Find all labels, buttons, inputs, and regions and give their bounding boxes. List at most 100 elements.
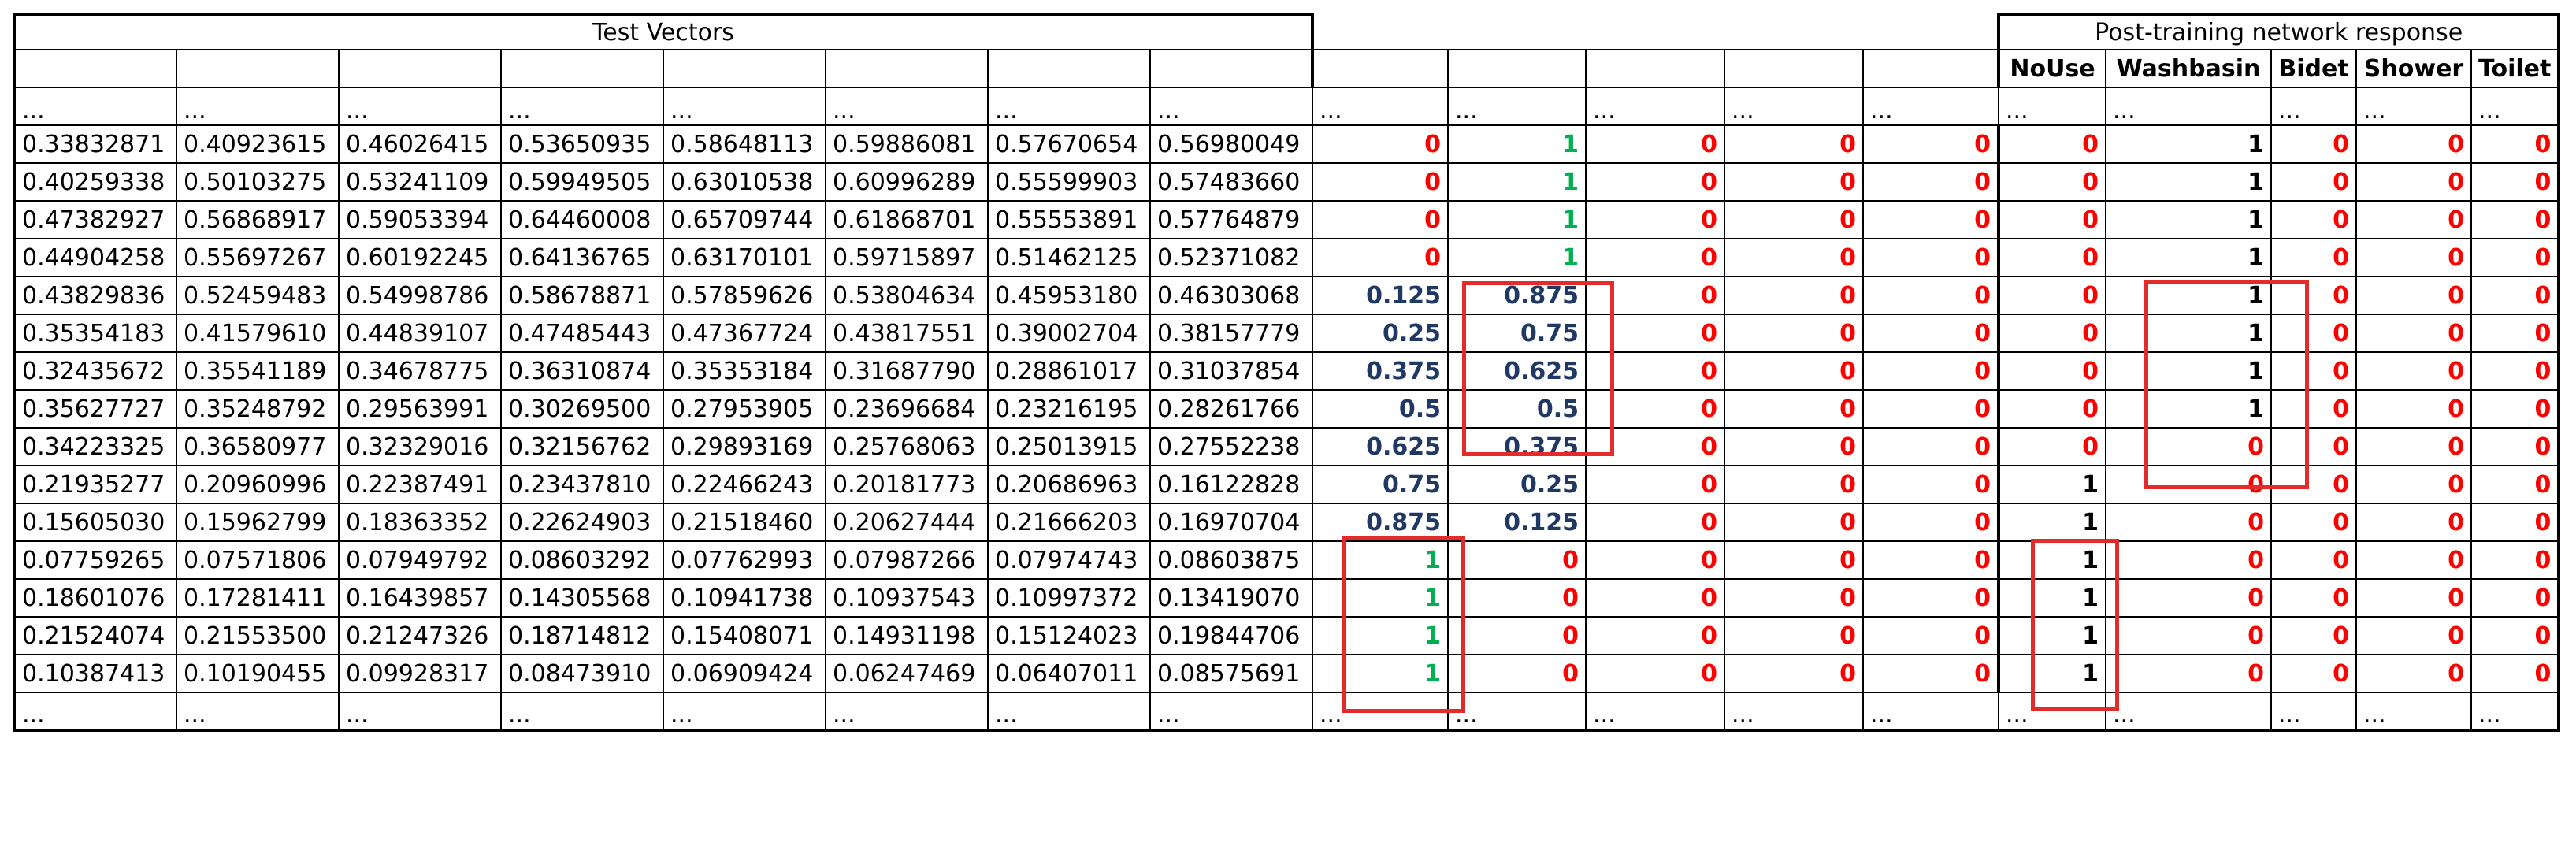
- blank-header-cell: [825, 49, 989, 88]
- response-value: 0: [2270, 540, 2357, 580]
- target-value: 0.75: [1447, 314, 1587, 353]
- vector-value: 0.46303068: [1149, 276, 1313, 315]
- vector-value: 0.41579610: [176, 314, 340, 353]
- response-value: 1: [2105, 238, 2272, 277]
- target-value: 1: [1312, 578, 1449, 618]
- vector-value: 0.20960996: [176, 465, 340, 504]
- vector-value: 0.57670654: [987, 124, 1151, 164]
- response-value: 0: [2470, 616, 2561, 655]
- target-value: 0: [1724, 578, 1864, 618]
- vector-value: 0.07974743: [987, 540, 1151, 580]
- vector-value: 0.20627444: [825, 503, 989, 542]
- target-value: 0: [1447, 578, 1587, 618]
- table-row: 0.07759265 0.07571806 0.07949792 0.08603292…: [13, 540, 2561, 580]
- vector-value: 0.60192245: [338, 238, 502, 277]
- target-value: 0.125: [1312, 276, 1449, 315]
- vector-value: 0.07762993: [663, 540, 826, 580]
- ellipsis-cell: ...: [2270, 87, 2357, 126]
- target-value: 0.625: [1312, 427, 1449, 466]
- response-value: 0: [2355, 276, 2472, 315]
- vector-value: 0.56980049: [1149, 124, 1313, 164]
- target-value: 0: [1585, 314, 1725, 353]
- vector-value: 0.23437810: [500, 465, 664, 504]
- vector-value: 0.55697267: [176, 238, 340, 277]
- response-header-bidet: Bidet: [2270, 49, 2357, 88]
- vector-value: 0.31687790: [825, 351, 989, 391]
- target-value: 0: [1585, 654, 1725, 693]
- blank-header-cell: [1862, 49, 1999, 88]
- target-value: 0: [1862, 540, 1999, 580]
- vector-value: 0.60996289: [825, 162, 989, 202]
- table-row: 0.18601076 0.17281411 0.16439857 0.14305568…: [13, 578, 2561, 618]
- target-value: 0: [1862, 200, 1999, 239]
- response-value: 1: [1997, 540, 2106, 580]
- target-value: 0: [1585, 238, 1725, 277]
- ellipsis-cell: ...: [338, 692, 502, 732]
- target-value: 0.125: [1447, 503, 1587, 542]
- response-value: 0: [2470, 503, 2561, 542]
- target-value: 0: [1862, 124, 1999, 164]
- response-value: 1: [1997, 503, 2106, 542]
- target-value: 1: [1312, 616, 1449, 655]
- vector-value: 0.32156762: [500, 427, 664, 466]
- response-value: 1: [1997, 465, 2106, 504]
- target-value: 0: [1724, 389, 1864, 429]
- response-value: 0: [2470, 427, 2561, 466]
- vector-value: 0.53650935: [500, 124, 664, 164]
- ellipsis-cell: ...: [2355, 87, 2472, 126]
- vector-value: 0.28261766: [1149, 389, 1313, 429]
- vector-value: 0.16439857: [338, 578, 502, 618]
- response-header-washbasin: Washbasin: [2105, 49, 2272, 88]
- ellipsis-row-top: ........................................…: [13, 87, 2561, 126]
- ellipsis-cell: ...: [1862, 87, 1999, 126]
- target-value: 0.375: [1312, 351, 1449, 391]
- response-value: 0: [1997, 162, 2106, 202]
- response-value: 0: [2270, 654, 2357, 693]
- blank-header-cell: [1447, 49, 1587, 88]
- response-value: 0: [2270, 276, 2357, 315]
- vector-value: 0.14305568: [500, 578, 664, 618]
- response-value: 0: [2355, 465, 2472, 504]
- vector-value: 0.16122828: [1149, 465, 1313, 504]
- target-value: 0: [1724, 238, 1864, 277]
- ellipsis-cell: ...: [500, 87, 664, 126]
- ellipsis-cell: ...: [987, 692, 1151, 732]
- vector-value: 0.21524074: [13, 616, 177, 655]
- response-value: 0: [2470, 276, 2561, 315]
- vector-value: 0.59053394: [338, 200, 502, 239]
- vector-value: 0.21518460: [663, 503, 826, 542]
- target-value: 0: [1862, 427, 1999, 466]
- response-value: 0: [2355, 389, 2472, 429]
- vector-value: 0.08603875: [1149, 540, 1313, 580]
- table-row: 0.15605030 0.15962799 0.18363352 0.22624903…: [13, 503, 2561, 542]
- test-vectors-caption: Test Vectors: [13, 13, 1314, 50]
- vector-value: 0.63010538: [663, 162, 826, 202]
- response-value: 0: [1997, 124, 2106, 164]
- vector-value: 0.59715897: [825, 238, 989, 277]
- ellipsis-cell: ...: [176, 87, 340, 126]
- response-value: 0: [2355, 654, 2472, 693]
- table-row: 0.21935277 0.20960996 0.22387491 0.23437810…: [13, 465, 2561, 504]
- vector-value: 0.57483660: [1149, 162, 1313, 202]
- target-value: 0.375: [1447, 427, 1587, 466]
- vector-value: 0.07571806: [176, 540, 340, 580]
- response-value: 1: [2105, 276, 2272, 315]
- vector-value: 0.15408071: [663, 616, 826, 655]
- vector-value: 0.30269500: [500, 389, 664, 429]
- vector-value: 0.25013915: [987, 427, 1151, 466]
- response-value: 0: [2355, 238, 2472, 277]
- vector-value: 0.35354183: [13, 314, 177, 353]
- results-table: Test Vectors Post-training network respon…: [13, 13, 2561, 732]
- blank-header-cell: [338, 49, 502, 88]
- vector-value: 0.21666203: [987, 503, 1151, 542]
- vector-value: 0.33832871: [13, 124, 177, 164]
- vector-value: 0.15124023: [987, 616, 1151, 655]
- response-value: 0: [2105, 616, 2272, 655]
- target-value: 0: [1447, 616, 1587, 655]
- ellipsis-cell: ...: [1149, 87, 1313, 126]
- response-value: 1: [2105, 314, 2272, 353]
- vector-value: 0.14931198: [825, 616, 989, 655]
- vector-value: 0.34223325: [13, 427, 177, 466]
- vector-value: 0.55599903: [987, 162, 1151, 202]
- vector-value: 0.15605030: [13, 503, 177, 542]
